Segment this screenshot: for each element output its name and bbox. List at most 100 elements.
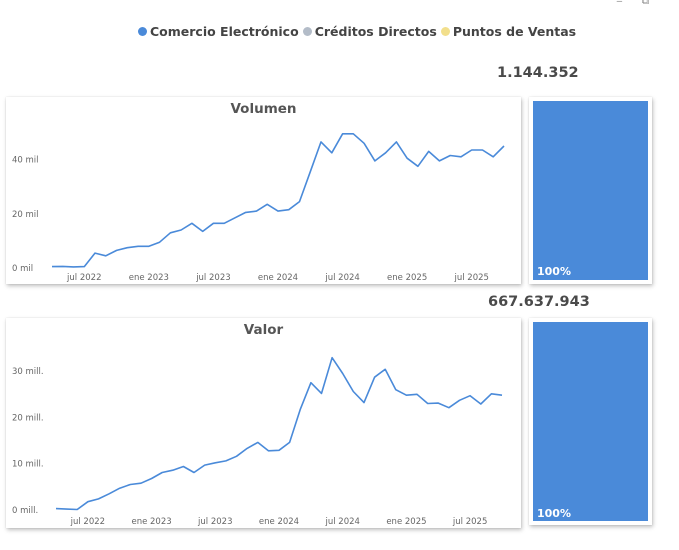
data-point[interactable]: [125, 245, 130, 250]
data-point[interactable]: [179, 228, 184, 233]
data-point[interactable]: [189, 221, 194, 226]
data-point[interactable]: [446, 405, 451, 410]
data-point[interactable]: [50, 264, 55, 269]
data-point[interactable]: [64, 507, 69, 512]
data-point[interactable]: [146, 244, 151, 249]
data-point[interactable]: [469, 148, 474, 153]
data-point[interactable]: [168, 230, 173, 235]
data-point[interactable]: [330, 355, 335, 360]
data-point[interactable]: [254, 209, 259, 214]
data-point[interactable]: [287, 440, 292, 445]
data-point[interactable]: [351, 131, 356, 136]
data-point[interactable]: [426, 149, 431, 154]
data-point[interactable]: [136, 244, 141, 249]
data-point[interactable]: [319, 139, 324, 144]
legend-item-puntos[interactable]: Puntos de Ventas: [440, 24, 576, 39]
data-point[interactable]: [234, 454, 239, 459]
data-point[interactable]: [223, 458, 228, 463]
data-point[interactable]: [372, 375, 377, 380]
data-point[interactable]: [372, 158, 377, 163]
data-point[interactable]: [277, 448, 282, 453]
data-point[interactable]: [308, 169, 313, 174]
data-point[interactable]: [60, 264, 65, 269]
x-tick-label: ene 2025: [386, 517, 426, 527]
data-point[interactable]: [117, 486, 122, 491]
data-point[interactable]: [478, 402, 483, 407]
data-point[interactable]: [489, 391, 494, 396]
minimize-icon[interactable]: ‒: [616, 0, 623, 7]
legend-dot-icon: [302, 26, 312, 36]
data-point[interactable]: [103, 253, 108, 258]
data-point[interactable]: [415, 164, 420, 169]
data-point[interactable]: [85, 499, 90, 504]
data-point[interactable]: [181, 464, 186, 469]
data-point[interactable]: [361, 400, 366, 405]
data-point[interactable]: [266, 448, 271, 453]
data-point[interactable]: [276, 209, 281, 214]
valor-share-bar[interactable]: [533, 322, 648, 521]
data-point[interactable]: [308, 380, 313, 385]
series-line-comercio-electronico[interactable]: [55, 356, 503, 511]
data-point[interactable]: [232, 215, 237, 220]
data-point[interactable]: [457, 398, 462, 403]
data-point[interactable]: [329, 150, 334, 155]
data-point[interactable]: [75, 507, 80, 512]
data-point[interactable]: [245, 446, 250, 451]
data-point[interactable]: [265, 202, 270, 207]
data-point[interactable]: [468, 393, 473, 398]
x-tick-label: ene 2023: [129, 273, 169, 283]
data-point[interactable]: [255, 440, 260, 445]
data-point[interactable]: [157, 240, 162, 245]
data-point[interactable]: [107, 491, 112, 496]
data-point[interactable]: [200, 229, 205, 234]
data-point[interactable]: [297, 199, 302, 204]
data-point[interactable]: [82, 264, 87, 269]
data-point[interactable]: [211, 221, 216, 226]
focus-mode-icon[interactable]: ⧉: [641, 0, 649, 7]
data-point[interactable]: [340, 131, 345, 136]
volumen-share-bar[interactable]: [533, 101, 648, 280]
data-point[interactable]: [138, 481, 143, 486]
data-point[interactable]: [149, 476, 154, 481]
data-point[interactable]: [500, 393, 505, 398]
data-point[interactable]: [393, 387, 398, 392]
data-point[interactable]: [222, 221, 227, 226]
data-point[interactable]: [286, 207, 291, 212]
data-point[interactable]: [480, 148, 485, 153]
data-point[interactable]: [437, 158, 442, 163]
data-point[interactable]: [319, 391, 324, 396]
legend-item-creditos[interactable]: Créditos Directos: [302, 23, 437, 39]
data-point[interactable]: [93, 251, 98, 256]
data-point[interactable]: [425, 401, 430, 406]
data-point[interactable]: [458, 154, 463, 159]
data-point[interactable]: [298, 407, 303, 412]
legend-item-comercio[interactable]: Comercio Electrónico: [138, 24, 299, 39]
data-point[interactable]: [502, 143, 507, 148]
data-point[interactable]: [71, 264, 76, 269]
data-point[interactable]: [436, 401, 441, 406]
data-point[interactable]: [394, 139, 399, 144]
data-point[interactable]: [362, 141, 367, 146]
data-point[interactable]: [202, 463, 207, 468]
data-point[interactable]: [404, 393, 409, 398]
legend-label: Créditos Directos: [314, 23, 437, 39]
series-line-comercio-electronico[interactable]: [51, 132, 505, 268]
data-point[interactable]: [192, 470, 197, 475]
data-point[interactable]: [96, 496, 101, 501]
data-point[interactable]: [128, 482, 133, 487]
total-volumen: 1.144.352: [497, 65, 579, 81]
data-point[interactable]: [405, 156, 410, 161]
data-point[interactable]: [351, 389, 356, 394]
data-point[interactable]: [213, 460, 218, 465]
data-point[interactable]: [340, 371, 345, 376]
data-point[interactable]: [415, 392, 420, 397]
data-point[interactable]: [170, 468, 175, 473]
data-point[interactable]: [54, 506, 59, 511]
data-point[interactable]: [383, 150, 388, 155]
data-point[interactable]: [491, 154, 496, 159]
data-point[interactable]: [448, 153, 453, 158]
data-point[interactable]: [160, 470, 165, 475]
data-point[interactable]: [114, 248, 119, 253]
data-point[interactable]: [243, 210, 248, 215]
data-point[interactable]: [383, 367, 388, 372]
